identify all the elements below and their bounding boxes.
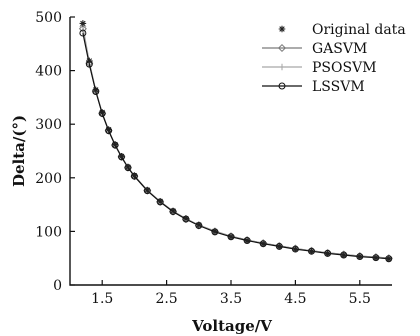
y-tick-label: 300 bbox=[35, 117, 62, 133]
data-point bbox=[124, 163, 132, 171]
data-point bbox=[156, 198, 164, 205]
data-point bbox=[92, 86, 100, 94]
data-point bbox=[105, 126, 112, 133]
legend-label: LSSVM bbox=[312, 79, 365, 95]
plot-area bbox=[78, 20, 393, 263]
data-point bbox=[86, 57, 93, 65]
legend-item: Original data bbox=[278, 22, 406, 38]
legend-label: PSOSVM bbox=[312, 60, 377, 76]
legend: Original data GASVM PSOSVM LSSVM bbox=[262, 22, 406, 95]
data-point bbox=[276, 243, 283, 250]
data-point bbox=[169, 207, 177, 215]
data-point bbox=[243, 237, 251, 244]
data-point bbox=[324, 250, 331, 257]
data-point bbox=[79, 29, 87, 37]
data-point bbox=[111, 141, 119, 148]
data-point bbox=[211, 228, 219, 235]
data-point bbox=[79, 20, 87, 27]
axes: 0 100 200 300 400 500 1.5 2.5 3.5 4.5 5.5 bbox=[35, 10, 392, 307]
legend-marker bbox=[278, 25, 286, 33]
data-point bbox=[308, 247, 315, 255]
data-point bbox=[118, 153, 125, 160]
legend-label: GASVM bbox=[312, 41, 367, 57]
y-tick-label: 0 bbox=[53, 278, 62, 294]
x-tick-label: 5.5 bbox=[349, 291, 371, 307]
legend-item: LSSVM bbox=[262, 79, 365, 95]
y-axis-title: Delta/(°) bbox=[10, 115, 28, 187]
data-point bbox=[259, 240, 267, 248]
data-point bbox=[227, 233, 235, 241]
series-original-data bbox=[79, 20, 393, 263]
data-point bbox=[385, 255, 393, 263]
data-point bbox=[143, 186, 151, 194]
x-tick-label: 4.5 bbox=[284, 291, 306, 307]
data-point bbox=[340, 251, 347, 259]
data-point bbox=[356, 253, 364, 260]
y-tick-label: 400 bbox=[35, 64, 62, 80]
y-tick-label: 500 bbox=[35, 10, 62, 26]
legend-marker bbox=[277, 43, 287, 53]
data-point bbox=[98, 109, 106, 116]
data-point bbox=[292, 245, 299, 253]
x-tick-label: 1.5 bbox=[91, 291, 113, 307]
data-point bbox=[131, 172, 138, 179]
legend-marker bbox=[278, 63, 286, 71]
data-point bbox=[195, 221, 203, 229]
data-point bbox=[78, 24, 87, 33]
y-tick-label: 200 bbox=[35, 171, 62, 187]
legend-label: Original data bbox=[312, 22, 406, 38]
legend-item: GASVM bbox=[262, 41, 367, 57]
data-point bbox=[182, 215, 190, 222]
y-tick-label: 100 bbox=[35, 224, 62, 240]
x-tick-label: 3.5 bbox=[220, 291, 242, 307]
x-tick-label: 2.5 bbox=[155, 291, 177, 307]
legend-item: PSOSVM bbox=[262, 60, 377, 76]
legend-marker bbox=[278, 82, 286, 90]
x-axis-title: Voltage/V bbox=[191, 317, 272, 335]
data-point bbox=[372, 254, 380, 261]
